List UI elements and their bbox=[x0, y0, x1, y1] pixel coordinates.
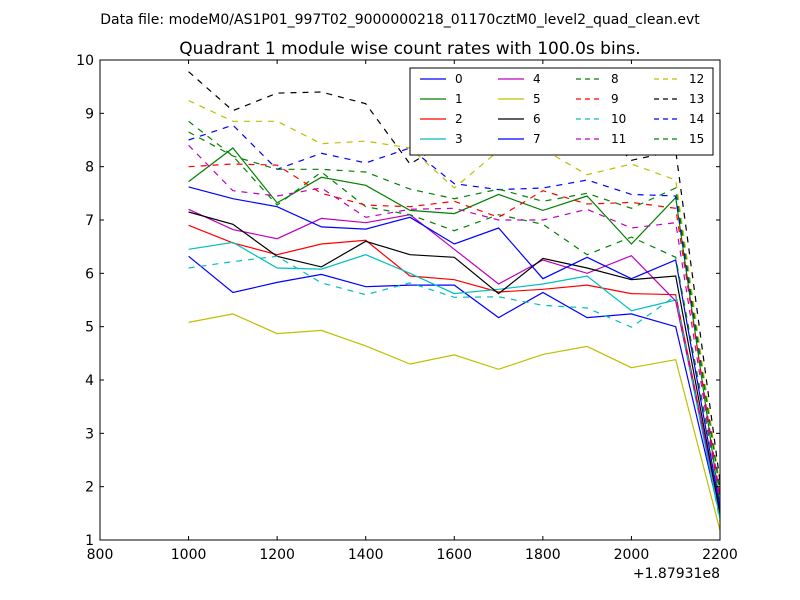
legend-label-5: 5 bbox=[533, 92, 541, 106]
y-tick-label-9: 9 bbox=[85, 106, 94, 122]
axis-ticks: 800 1000 1200 1400 1600 1800 2000 2200123456789… bbox=[76, 53, 738, 563]
series-line-6 bbox=[188, 211, 721, 514]
series-line-10 bbox=[188, 255, 721, 522]
series-layer bbox=[188, 71, 721, 531]
y-tick-label-5: 5 bbox=[85, 320, 94, 336]
legend-label-15: 15 bbox=[689, 132, 704, 146]
legend-label-0: 0 bbox=[455, 72, 463, 86]
y-tick-label-8: 8 bbox=[85, 160, 94, 176]
legend-box bbox=[409, 67, 714, 156]
legend-label-10: 10 bbox=[611, 112, 626, 126]
series-line-12 bbox=[188, 99, 721, 487]
legend-label-3: 3 bbox=[455, 132, 463, 146]
y-tick-label-3: 3 bbox=[85, 426, 94, 442]
legend-label-14: 14 bbox=[689, 112, 704, 126]
series-line-7 bbox=[188, 186, 721, 509]
y-tick-label-10: 10 bbox=[76, 53, 94, 69]
legend-label-6: 6 bbox=[533, 112, 541, 126]
series-line-5 bbox=[188, 313, 721, 531]
x-tick-label-1600: 1600 bbox=[436, 547, 472, 563]
legend-label-1: 1 bbox=[455, 92, 463, 106]
series-line-0 bbox=[188, 255, 721, 517]
y-tick-label-4: 4 bbox=[85, 373, 94, 389]
plot-frame bbox=[99, 59, 721, 541]
y-tick-label-2: 2 bbox=[85, 480, 94, 496]
y-tick-label-7: 7 bbox=[85, 213, 94, 229]
y-tick-label-6: 6 bbox=[85, 266, 94, 282]
legend-label-7: 7 bbox=[533, 132, 541, 146]
x-tick-label-2000: 2000 bbox=[614, 547, 650, 563]
x-tick-label-1400: 1400 bbox=[348, 547, 384, 563]
series-line-2 bbox=[188, 224, 721, 513]
series-line-4 bbox=[188, 208, 721, 511]
data-file-suptitle: Data file: modeM0/AS1P01_997T02_90000002… bbox=[100, 12, 700, 28]
y-tick-label-1: 1 bbox=[85, 533, 94, 549]
series-line-8 bbox=[188, 120, 721, 499]
x-tick-label-1000: 1000 bbox=[171, 547, 207, 563]
legend-label-4: 4 bbox=[533, 72, 541, 86]
legend-label-9: 9 bbox=[611, 92, 619, 106]
x-tick-label-2200: 2200 bbox=[702, 547, 738, 563]
series-line-15 bbox=[188, 131, 721, 494]
series-line-13 bbox=[188, 71, 721, 482]
x-offset-label: +1.87931e8 bbox=[633, 566, 720, 582]
x-tick-label-1200: 1200 bbox=[259, 547, 295, 563]
legend-label-11: 11 bbox=[611, 132, 626, 146]
series-line-3 bbox=[188, 241, 721, 519]
chart-title: Quadrant 1 module wise count rates with … bbox=[179, 39, 640, 59]
legend-label-2: 2 bbox=[455, 112, 463, 126]
x-tick-label-1800: 1800 bbox=[525, 547, 561, 563]
legend-label-13: 13 bbox=[689, 92, 704, 106]
series-line-1 bbox=[188, 147, 721, 506]
x-tick-label-800: 800 bbox=[87, 547, 114, 563]
legend-label-8: 8 bbox=[611, 72, 619, 86]
legend-label-12: 12 bbox=[689, 72, 704, 86]
series-line-9 bbox=[188, 163, 721, 497]
